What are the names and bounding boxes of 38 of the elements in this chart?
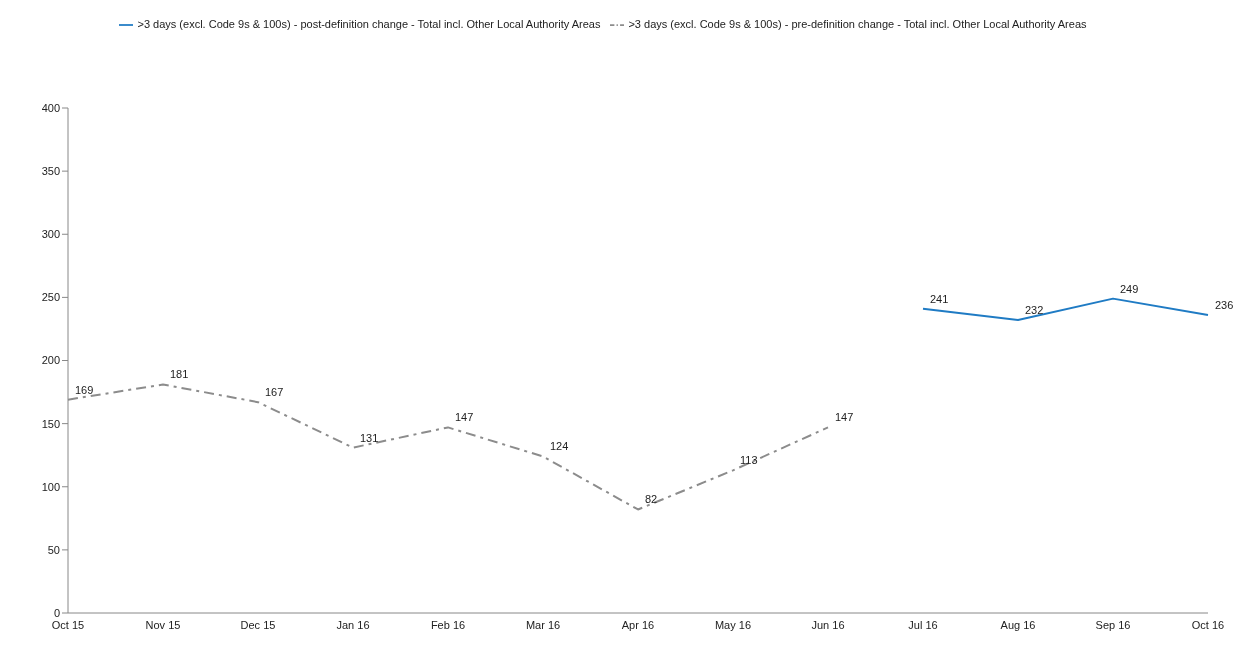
data-label: 169 bbox=[75, 383, 94, 396]
x-tick-label: Nov 15 bbox=[145, 618, 181, 631]
x-tick-label: Jun 16 bbox=[811, 618, 845, 631]
x-tick-label: Oct 16 bbox=[1191, 618, 1225, 631]
x-tick-label: Feb 16 bbox=[430, 618, 466, 631]
x-tick-label: Mar 16 bbox=[525, 618, 561, 631]
legend-label: >3 days (excl. Code 9s & 100s) - pre-definition change - Total incl. Other Local Authority Areas bbox=[628, 18, 1087, 30]
x-tick-label: Sep 16 bbox=[1095, 618, 1131, 631]
x-tick-label: Oct 15 bbox=[51, 618, 85, 631]
data-label: 249 bbox=[1120, 282, 1139, 295]
x-tick-label: Jul 16 bbox=[908, 618, 938, 631]
line-series bbox=[922, 297, 1209, 322]
x-tick-label: Aug 16 bbox=[1000, 618, 1036, 631]
y-tick-label: 100 bbox=[41, 480, 60, 493]
y-tick-label: 150 bbox=[41, 417, 60, 430]
data-label: 167 bbox=[265, 386, 284, 399]
data-label: 232 bbox=[1025, 304, 1044, 317]
y-tick-label: 400 bbox=[41, 101, 60, 114]
data-label: 124 bbox=[550, 440, 569, 453]
y-tick-label: 350 bbox=[41, 165, 60, 178]
y-tick-label: 300 bbox=[41, 228, 60, 241]
x-tick-label: Jan 16 bbox=[336, 618, 370, 631]
x-tick-label: May 16 bbox=[714, 618, 752, 631]
data-label: 147 bbox=[455, 411, 474, 424]
data-label: 181 bbox=[170, 368, 189, 381]
x-tick-label: Apr 16 bbox=[621, 618, 655, 631]
data-label: 241 bbox=[930, 292, 949, 305]
y-tick-label: 200 bbox=[41, 354, 60, 367]
x-tick-label: Dec 15 bbox=[240, 618, 276, 631]
y-tick-label: 50 bbox=[47, 543, 60, 556]
y-tick-label: 250 bbox=[41, 291, 60, 304]
y-tick-label: 0 bbox=[53, 606, 60, 619]
data-label: 147 bbox=[835, 411, 854, 424]
data-label: 82 bbox=[645, 493, 658, 506]
legend-label: >3 days (excl. Code 9s & 100s) - post-definition change - Total incl. Other Local Authority Areas bbox=[137, 18, 601, 30]
data-label: 236 bbox=[1215, 299, 1234, 312]
data-label: 131 bbox=[360, 431, 379, 444]
data-label: 113 bbox=[740, 454, 758, 467]
